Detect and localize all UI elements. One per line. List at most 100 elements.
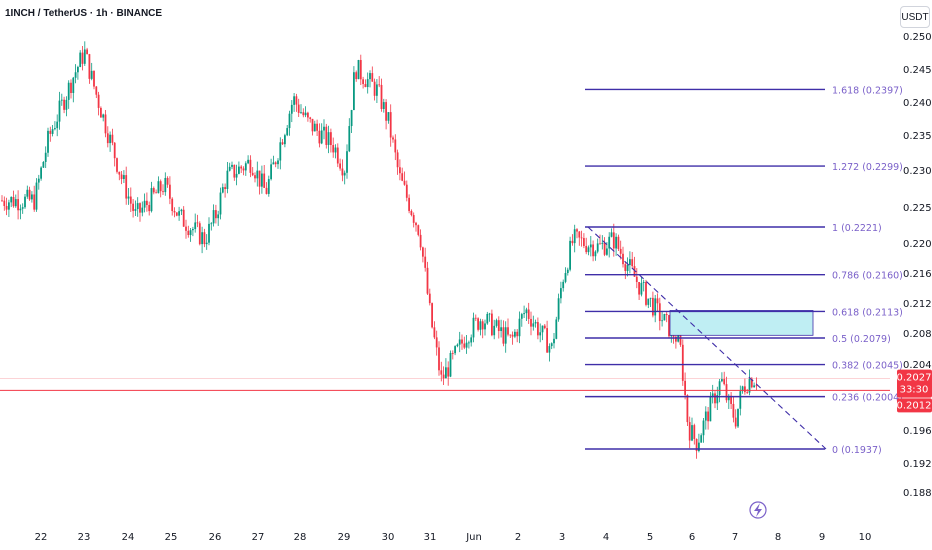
candle	[691, 417, 693, 442]
candle	[502, 320, 505, 347]
candle	[635, 268, 638, 289]
candle	[548, 343, 551, 362]
candle	[235, 164, 238, 186]
candle	[42, 161, 45, 169]
fib-level: 0.618 (0.2113)	[585, 307, 903, 318]
time-tick-label: 23	[78, 532, 91, 543]
candle	[481, 319, 484, 339]
horizontal-line-layer	[0, 378, 890, 391]
candle	[553, 333, 555, 349]
candle	[507, 318, 509, 337]
candle	[316, 119, 318, 136]
candle	[389, 104, 392, 147]
candle	[619, 240, 622, 260]
candle	[88, 53, 91, 84]
candle	[295, 93, 298, 112]
candle	[51, 125, 54, 137]
candle	[537, 317, 539, 340]
candle	[60, 93, 63, 106]
time-axis[interactable]: 22 23 24 25 26 27 28 29 30 31 Jun 2 3 4 5 6 7 8 9 10	[35, 532, 872, 543]
candle	[127, 188, 130, 205]
time-tick-label: 30	[382, 532, 395, 543]
line-price-badge: 0.2012	[897, 398, 932, 413]
candle	[288, 110, 291, 136]
time-tick-label: 9	[819, 532, 825, 543]
candle	[313, 120, 316, 132]
candle	[254, 172, 256, 183]
candle	[431, 302, 433, 329]
candle	[224, 183, 226, 198]
fib-level-label: 0.618 (0.2113)	[832, 307, 903, 318]
candle	[608, 232, 611, 258]
candle	[323, 119, 325, 140]
candle	[366, 72, 369, 94]
time-tick-label: 22	[35, 532, 48, 543]
candle	[150, 181, 153, 213]
candle	[272, 155, 275, 165]
candle	[44, 146, 47, 169]
candle	[327, 125, 330, 154]
candle	[438, 341, 440, 376]
candle	[424, 247, 427, 272]
candle	[562, 279, 565, 292]
lightning-icon[interactable]	[749, 501, 767, 519]
candle	[348, 118, 351, 153]
candle	[203, 228, 206, 248]
candle	[332, 137, 335, 158]
candle	[1, 195, 3, 202]
candle	[399, 159, 401, 181]
candle	[5, 197, 8, 216]
candle	[658, 297, 661, 331]
fib-level-label: 0.382 (0.2045)	[832, 361, 903, 372]
candle	[486, 311, 489, 325]
candle	[555, 316, 558, 340]
candle	[663, 313, 666, 321]
candle	[341, 159, 344, 182]
candle	[155, 189, 157, 194]
fib-zone-layer	[669, 310, 814, 336]
candle	[56, 114, 59, 137]
last-price-value: 0.2027	[897, 373, 932, 384]
candle	[465, 334, 468, 354]
candle	[396, 149, 399, 175]
candle	[14, 194, 17, 208]
candle	[700, 433, 703, 443]
candle	[152, 186, 155, 195]
candle	[626, 257, 629, 277]
candle	[681, 339, 684, 386]
candle	[182, 206, 185, 227]
candle	[221, 183, 224, 194]
candle	[162, 184, 164, 195]
time-tick-label: 6	[689, 532, 695, 543]
candle	[205, 234, 208, 250]
candle	[569, 236, 571, 272]
candle	[750, 377, 753, 389]
candle	[417, 224, 420, 237]
candle	[74, 64, 77, 84]
candle	[113, 142, 116, 167]
candle	[504, 321, 507, 353]
currency-button[interactable]: USDT	[900, 6, 930, 28]
trendline-layer	[587, 226, 827, 450]
candle	[369, 70, 371, 88]
candle	[263, 164, 266, 189]
candle	[748, 369, 751, 396]
candle	[19, 204, 22, 220]
candle	[371, 66, 374, 82]
candle	[617, 234, 620, 252]
fib-level-label: 0 (0.1937)	[832, 445, 882, 456]
candle	[346, 144, 348, 179]
candle	[435, 330, 438, 356]
candle	[721, 372, 723, 383]
candle	[198, 221, 201, 246]
fib-level-label: 1 (0.2221)	[832, 223, 882, 234]
fib-retracement[interactable]: 1.618 (0.2397) 1.272 (0.2299) 1 (0.2221) 0.…	[585, 85, 903, 456]
